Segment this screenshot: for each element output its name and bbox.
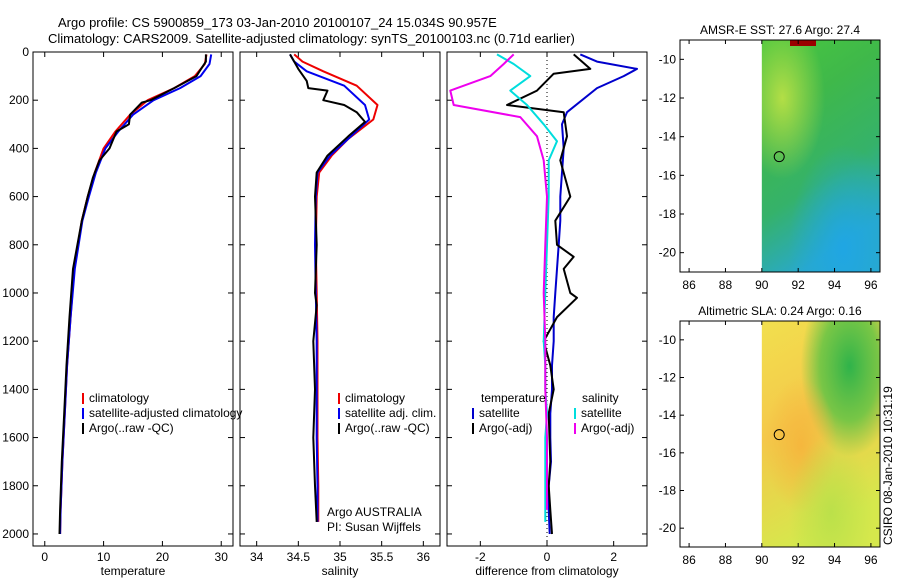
series-salinity-argo-adj [449,53,548,510]
sla-map-xtick-label: 86 [682,553,696,567]
difference-xtick-label: 2 [610,550,617,564]
sla-map-ytick-label: -18 [659,484,677,498]
temperature-xtick-label: 10 [97,550,111,564]
sst-map-xtick-label: 92 [792,278,806,292]
sst-map-xtick-label: 88 [719,278,733,292]
sla-map-mid-patch [758,321,880,547]
legend-label-argo-adj: Argo(-adj) [581,421,634,435]
temperature-xtick-label: 0 [41,550,48,564]
temperature-xlabel: temperature [101,564,166,578]
sla-map-ytick-label: -14 [659,408,677,422]
header-line-1: Argo profile: CS 5900859_173 03-Jan-2010… [58,15,497,30]
legend-label-satellite-adj-clim: satellite adj. clim. [345,406,436,420]
depth-tick-label: 1400 [2,382,29,396]
sst-map-xtick-label: 94 [828,278,842,292]
legend-label-satellite: satellite [479,406,520,420]
sla-map-xtick-label: 90 [755,553,769,567]
legend-label-argo-adj: Argo(-adj) [479,421,532,435]
depth-tick-label: 1000 [2,286,29,300]
series-argo-raw-qc [289,53,366,522]
series-argo-raw-qc [58,54,207,535]
legend-heading-temperature: temperature [481,391,546,405]
depth-tick-label: 2000 [2,527,29,541]
salinity-xtick-label: 35.5 [370,550,394,564]
legend-heading-salinity: salinity [582,391,619,405]
depth-tick-label: 400 [9,141,29,155]
sst-map-ytick-label: -18 [659,207,677,221]
temperature-xtick-label: 20 [156,550,170,564]
legend-label-climatology: climatology [89,391,149,405]
depth-tick-label: 0 [22,45,29,59]
depth-tick-label: 800 [9,238,29,252]
difference-xtick-label: 0 [544,550,551,564]
depth-tick-label: 1200 [2,334,29,348]
sst-map-frame [679,39,881,273]
difference-xtick-label: -2 [475,550,486,564]
sst-map-xtick-label: 90 [755,278,769,292]
sst-map-xtick-label: 96 [864,278,878,292]
sst-map-hot-spot [790,40,816,46]
sst-map-argo-marker [773,151,785,163]
series-salinity-satellite [496,53,558,522]
depth-tick-label: 200 [9,93,29,107]
series-climatology [59,54,208,535]
legend-label-climatology: climatology [345,391,405,405]
sst-map-ytick-label: -14 [659,130,677,144]
legend-label-satellite: satellite [581,406,622,420]
salinity-xtick-label: 34.5 [287,550,311,564]
header-line-2: Climatology: CARS2009. Satellite-adjuste… [48,31,575,46]
sla-map-ytick-label: -10 [659,333,677,347]
sla-map-title: Altimetric SLA: 0.24 Argo: 0.16 [698,304,862,318]
sst-map-ytick-label: -12 [659,91,677,105]
legend-label-argo-raw-qc: Argo(..raw -QC) [345,421,430,435]
depth-tick-label: 600 [9,190,29,204]
sst-map-xtick-label: 86 [682,278,696,292]
salinity-xtick-label: 36 [417,550,431,564]
temperature-panel: 0 10 20 30 0 200 400 600 800 1000 1200 1400 1600 1800… [2,45,242,578]
argo-pi-label: PI: Susan Wijffels [327,520,421,534]
series-temperature-satellite [547,53,638,535]
sst-map-panel: AMSR-E SST: 27.6 Argo: 27.4 86 88 90 92 94 96 -… [659,23,881,292]
footer-note: CSIRO 08-Jan-2010 10:31:19 [881,386,895,545]
legend-label-argo-raw-qc: Argo(..raw -QC) [89,421,174,435]
temperature-xtick-label: 30 [215,550,229,564]
series-temperature-argo-adj [506,53,592,535]
sla-map-xtick-label: 96 [864,553,878,567]
sst-map-ytick-label: -16 [659,168,677,182]
salinity-frame [239,51,441,547]
sla-map-xtick-label: 88 [719,553,733,567]
series-satellite-adjusted-climatology [59,54,213,535]
argo-agency-label: Argo AUSTRALIA [327,505,422,519]
sla-map-frame [679,320,881,548]
legend-label-satellite-adjusted-climatology: satellite-adjusted climatology [89,406,242,420]
sla-map-nodata [680,321,762,547]
salinity-xlabel: salinity [322,564,359,578]
sla-map-xtick-label: 94 [828,553,842,567]
sst-map-ytick-label: -20 [659,246,677,260]
sst-map-cool-patch [758,40,880,272]
sla-map-panel: Altimetric SLA: 0.24 Argo: 0.16 86 88 90 92 9… [659,304,881,567]
sla-map-ytick-label: -20 [659,521,677,535]
sla-map-ytick-label: -12 [659,371,677,385]
sla-map-argo-marker [773,429,785,441]
depth-tick-label: 1800 [2,479,29,493]
sst-map-nodata [680,40,762,272]
sla-map-xtick-label: 92 [792,553,806,567]
series-satellite-adj-clim [289,53,371,522]
salinity-panel: 34 34.5 35 35.5 36 salinity climatologysatelli… [239,51,441,578]
salinity-xtick-label: 34 [250,550,264,564]
depth-tick-label: 1600 [2,431,29,445]
difference-xlabel: difference from climatology [475,564,618,578]
salinity-xtick-label: 35 [333,550,347,564]
sst-map-ytick-label: -10 [659,52,677,66]
sst-map-title: AMSR-E SST: 27.6 Argo: 27.4 [700,23,860,37]
temperature-frame [32,51,234,547]
sla-map-ytick-label: -16 [659,446,677,460]
